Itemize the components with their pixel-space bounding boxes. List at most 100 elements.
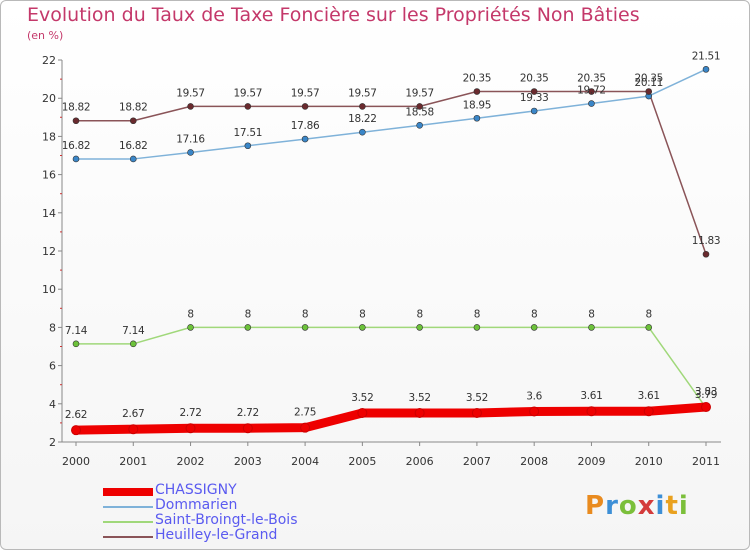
x-tick-label: 2001 xyxy=(119,455,147,468)
legend-swatch xyxy=(103,521,153,523)
data-label: 2.62 xyxy=(65,409,87,421)
y-tick-label: 20 xyxy=(42,92,56,105)
data-point xyxy=(244,103,252,110)
data-label: 20.35 xyxy=(634,73,663,85)
y-tick-label: 16 xyxy=(42,169,56,182)
proxiti-logo: Proxiti xyxy=(585,491,689,521)
data-label: 8 xyxy=(646,308,652,320)
x-tick-label: 2006 xyxy=(406,455,434,468)
data-point xyxy=(72,340,80,348)
data-label: 20.35 xyxy=(463,73,492,85)
y-tick-label: 8 xyxy=(49,321,56,334)
series-line-3 xyxy=(75,90,707,255)
data-label: 19.33 xyxy=(520,92,549,104)
data-label: 19.72 xyxy=(577,85,606,97)
data-label: 8 xyxy=(302,308,308,320)
data-point xyxy=(187,149,194,156)
x-tick-label: 2009 xyxy=(577,455,605,468)
y-tick-label: 2 xyxy=(49,436,56,449)
data-point xyxy=(473,324,481,331)
data-label: 8 xyxy=(416,308,422,320)
data-point xyxy=(645,324,653,331)
data-point xyxy=(416,122,423,129)
data-point xyxy=(128,424,139,435)
data-label: 8 xyxy=(474,308,480,320)
data-point xyxy=(530,324,538,331)
series-line-0 xyxy=(71,402,711,435)
data-point xyxy=(187,103,194,110)
data-labels: 16.82 16.82 17.16 17.51 17.86 18.22 18.58 18.95… xyxy=(62,50,721,421)
data-point xyxy=(185,423,196,434)
data-label: 2.67 xyxy=(122,408,144,420)
data-point xyxy=(471,407,482,418)
x-tick-label: 2005 xyxy=(348,455,376,468)
data-point xyxy=(702,66,710,73)
data-point xyxy=(301,103,309,110)
chart-axes: 2 4 6 8 10 12 14 16 18 20 22 2000 2001 2002 2003 2004 20… xyxy=(42,54,721,468)
data-point xyxy=(529,406,540,417)
data-point xyxy=(530,88,538,95)
data-label: 19.57 xyxy=(234,87,263,99)
data-point xyxy=(588,100,595,107)
y-tick-label: 12 xyxy=(42,245,56,258)
data-point xyxy=(530,107,538,115)
data-label: 18.82 xyxy=(119,102,148,114)
data-point xyxy=(588,88,595,95)
data-point xyxy=(244,142,252,150)
data-label: 19.57 xyxy=(291,87,320,99)
data-label: 17.51 xyxy=(234,127,263,139)
data-point xyxy=(129,117,137,125)
data-point xyxy=(588,324,595,331)
data-point xyxy=(129,340,137,348)
data-label: 19.57 xyxy=(176,87,205,99)
data-point xyxy=(702,250,710,258)
series-points xyxy=(71,66,711,436)
legend-swatch xyxy=(103,506,153,508)
data-label: 20.11 xyxy=(634,77,663,89)
data-label: 8 xyxy=(245,308,251,320)
data-point xyxy=(129,155,137,163)
data-point xyxy=(473,114,481,122)
data-label: 17.16 xyxy=(176,133,205,145)
x-tick-label: 2007 xyxy=(463,455,491,468)
data-label: 20.35 xyxy=(577,73,606,85)
data-label: 2.75 xyxy=(294,407,316,419)
data-point xyxy=(701,402,711,413)
data-label: 18.58 xyxy=(405,106,434,118)
chart-subtitle: (en %) xyxy=(27,29,64,42)
series-lines xyxy=(71,68,711,435)
x-tick-label: 2002 xyxy=(177,455,205,468)
data-point xyxy=(244,324,252,331)
data-label: 11.83 xyxy=(692,235,721,247)
x-tick-label: 2010 xyxy=(635,455,663,468)
series-line-2 xyxy=(75,326,707,409)
data-label: 3.61 xyxy=(638,390,660,402)
y-tick-label: 4 xyxy=(49,398,56,411)
data-point xyxy=(300,422,311,433)
data-point xyxy=(359,324,366,331)
x-tick-label: 2011 xyxy=(692,455,720,468)
data-label: 7.14 xyxy=(65,325,88,337)
data-point xyxy=(242,423,253,434)
y-tick-label: 6 xyxy=(49,360,56,373)
x-tick-label: 2008 xyxy=(520,455,548,468)
data-point xyxy=(357,407,368,418)
data-label: 2.72 xyxy=(179,407,201,419)
data-label: 3.52 xyxy=(409,392,431,404)
legend-swatch xyxy=(103,488,153,496)
data-point xyxy=(416,324,423,331)
data-point xyxy=(72,155,80,163)
data-label: 3.83 xyxy=(695,386,717,398)
y-tick-label: 18 xyxy=(42,130,56,143)
data-point xyxy=(359,128,366,136)
data-point xyxy=(473,88,481,95)
data-point xyxy=(359,103,366,110)
data-label: 18.82 xyxy=(62,102,91,114)
legend-label: Dommarien xyxy=(155,497,238,513)
data-point xyxy=(72,117,80,125)
y-tick-label: 14 xyxy=(42,207,56,220)
data-label: 3.52 xyxy=(466,392,488,404)
data-point xyxy=(643,406,654,417)
